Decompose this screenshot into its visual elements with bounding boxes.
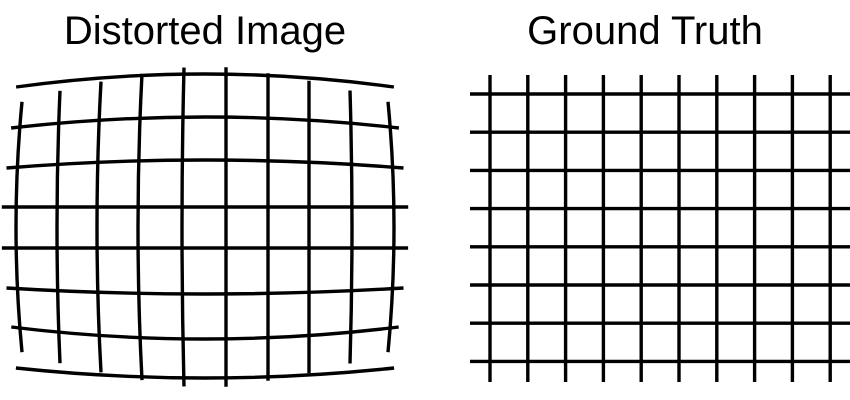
distorted-horizontal-line xyxy=(6,158,404,170)
distorted-vertical-line xyxy=(180,67,186,387)
ground-truth-title: Ground Truth xyxy=(527,9,763,53)
distorted-vertical-line xyxy=(95,81,103,373)
distorted-vertical-line xyxy=(386,101,396,353)
distorted-grid xyxy=(1,67,409,387)
distorted-image-title: Distorted Image xyxy=(63,9,347,53)
distorted-horizontal-line xyxy=(10,115,400,130)
distorted-horizontal-line xyxy=(11,325,399,341)
distorted-vertical-line xyxy=(55,90,62,364)
distorted-vertical-line xyxy=(136,73,144,381)
distorted-horizontal-line xyxy=(15,366,395,380)
ground-truth-grid xyxy=(470,75,850,382)
distorted-vertical-line xyxy=(14,101,24,353)
distorted-horizontal-line xyxy=(6,286,404,296)
distorted-vertical-line xyxy=(348,90,354,364)
distorted-horizontal-line xyxy=(15,72,395,89)
